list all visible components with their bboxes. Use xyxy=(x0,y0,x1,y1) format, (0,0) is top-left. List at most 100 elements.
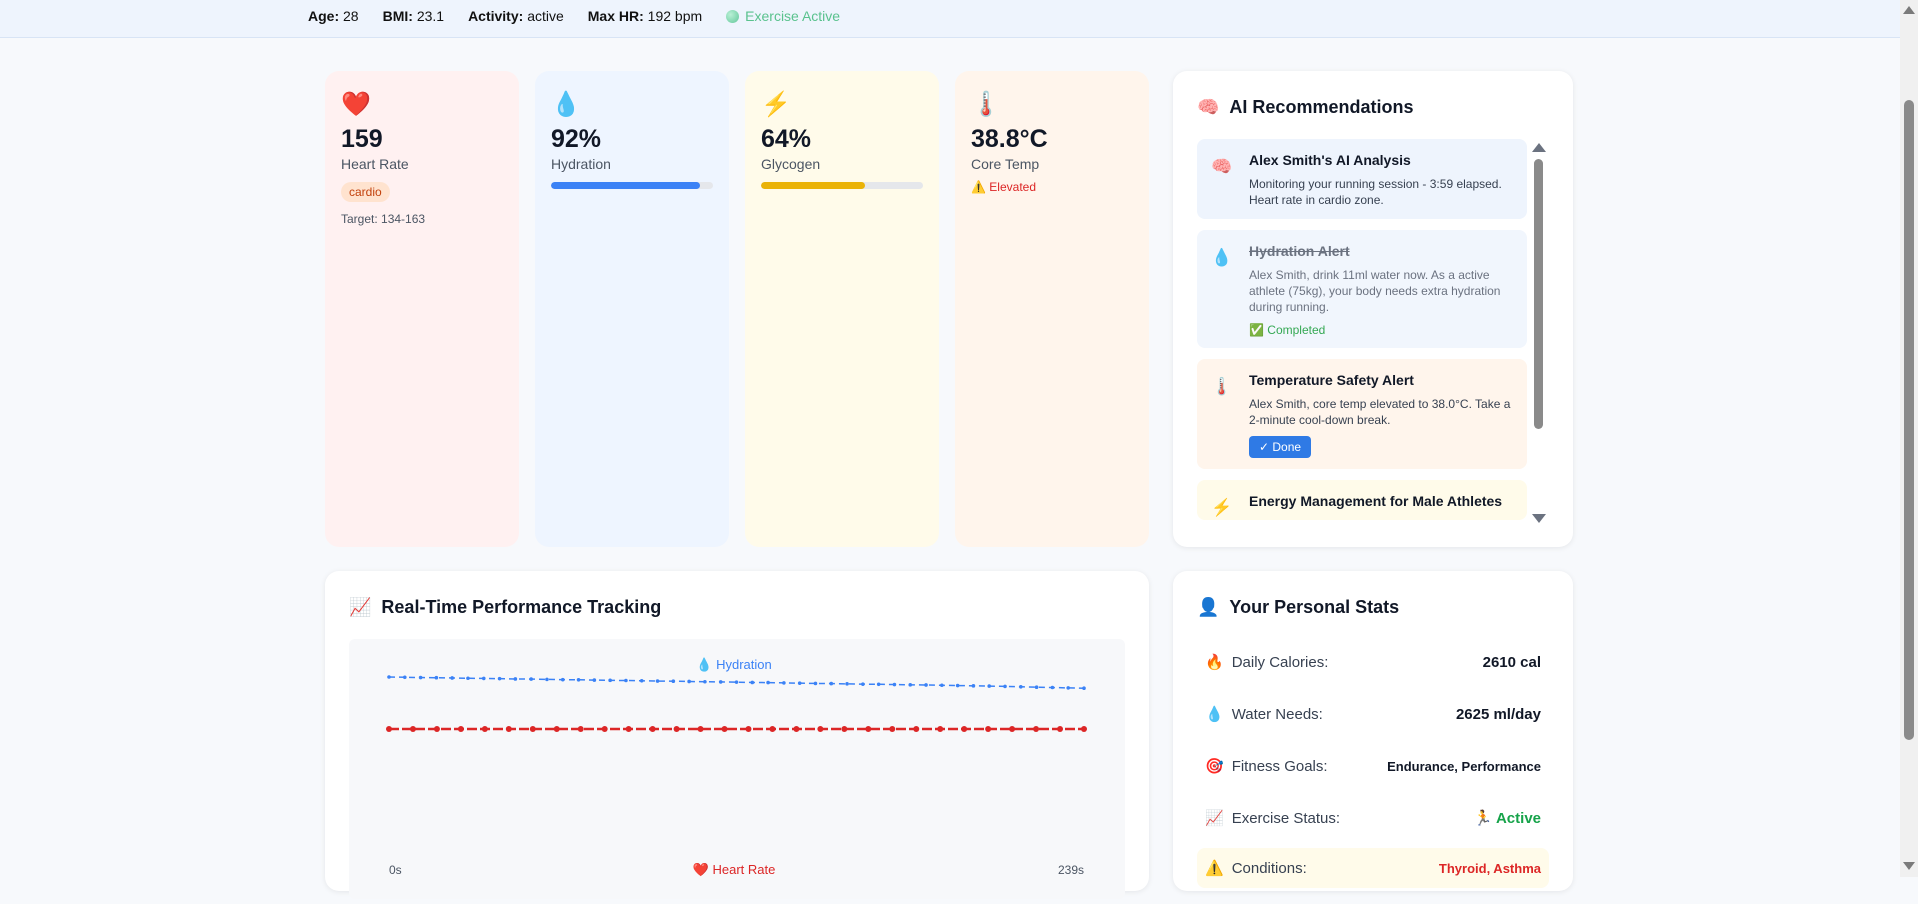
scroll-up-arrow-icon[interactable] xyxy=(1903,6,1915,14)
heart-rate-point xyxy=(937,726,944,732)
target-icon: 🎯 xyxy=(1205,758,1224,775)
heart-rate-point xyxy=(961,726,968,732)
heart-rate-point xyxy=(553,726,560,732)
glycogen-card: ⚡ 64% Glycogen xyxy=(745,71,939,547)
heart-rate-point xyxy=(1009,726,1016,732)
heart-rate-point xyxy=(577,726,584,732)
droplet-icon: 💧 xyxy=(1205,706,1224,723)
hydration-point xyxy=(529,677,533,681)
performance-panel-header: 📈 Real-Time Performance Tracking xyxy=(349,597,1125,618)
x-axis-start-label: 0s xyxy=(389,863,402,877)
hydration-point xyxy=(608,678,612,683)
checkmark-icon: ✅ xyxy=(1249,323,1264,337)
recommendation-title: Alex Smith's AI Analysis xyxy=(1249,152,1411,168)
profile-topbar: Age: 28 BMI: 23.1 Activity: active Max H… xyxy=(0,0,1900,38)
heart-rate-point xyxy=(457,726,464,732)
heart-rate-card: ❤️ 159 Heart Rate cardio Target: 134-163 xyxy=(325,71,519,547)
hydration-point xyxy=(861,682,865,686)
heart-rate-point xyxy=(1081,726,1087,732)
exercise-status-indicator: Exercise Active xyxy=(726,8,840,24)
performance-tracking-panel: 📈 Real-Time Performance Tracking 💧 Hydra… xyxy=(325,571,1149,899)
page-scroll-thumb[interactable] xyxy=(1904,100,1914,740)
scroll-thumb[interactable] xyxy=(1534,159,1543,429)
hydration-point xyxy=(560,677,565,682)
hydration-point xyxy=(845,682,849,686)
hydration-point xyxy=(1034,685,1039,690)
heart-rate-point xyxy=(625,726,632,732)
heart-zone-badge: cardio xyxy=(341,182,390,202)
stat-row-goals: 🎯 Fitness Goals: Endurance, Performance xyxy=(1205,757,1541,776)
performance-chart: 💧 Hydration 0s 239s ❤️ Heart Rate xyxy=(349,639,1125,899)
legend-heart-rate: ❤️ Heart Rate xyxy=(693,862,776,877)
hydration-point xyxy=(434,675,439,680)
recommendation-body: Monitoring your running session - 3:59 e… xyxy=(1249,177,1502,207)
heart-rate-point xyxy=(1057,726,1064,732)
heart-icon: ❤️ xyxy=(341,91,371,118)
brain-icon: 🧠 xyxy=(1211,157,1233,176)
hydration-point xyxy=(1082,686,1086,690)
hydration-point xyxy=(940,683,944,688)
lightning-icon: ⚡ xyxy=(761,91,791,118)
brain-icon: 🧠 xyxy=(1197,97,1220,117)
hydration-point xyxy=(908,683,913,687)
warning-icon: ⚠️ xyxy=(1205,860,1224,877)
hydration-point xyxy=(750,680,755,685)
scroll-up-arrow-icon[interactable] xyxy=(1532,143,1546,152)
age-stat: Age: 28 xyxy=(308,8,359,24)
heart-rate-point xyxy=(529,726,536,732)
fire-icon: 🔥 xyxy=(1205,654,1224,671)
stat-label: Fitness Goals: xyxy=(1231,757,1328,775)
hydration-point xyxy=(1019,685,1023,689)
chart-increasing-icon: 📈 xyxy=(1205,810,1224,827)
recommendation-scrollbar[interactable] xyxy=(1530,143,1548,523)
hydration-point xyxy=(576,678,581,682)
stat-value: Endurance, Performance xyxy=(1387,758,1541,774)
done-button[interactable]: ✓ Done xyxy=(1249,436,1312,458)
hydration-point xyxy=(687,679,691,684)
recommendation-list[interactable]: 🧠 Alex Smith's AI Analysis Monitoring yo… xyxy=(1197,139,1527,524)
recommendation-item: ⚡ Energy Management for Male Athletes xyxy=(1197,480,1527,520)
stat-value: 2625 ml/day xyxy=(1455,705,1541,723)
heart-rate-point xyxy=(889,726,896,732)
heart-rate-point xyxy=(601,726,608,732)
hydration-point xyxy=(782,681,786,685)
stat-label: Daily Calories: xyxy=(1231,653,1329,671)
stat-row-exercise: 📈 Exercise Status: 🏃 Active xyxy=(1205,809,1541,828)
hydration-value: 92% xyxy=(551,125,602,153)
hydration-point xyxy=(876,682,881,687)
heart-rate-point xyxy=(841,726,848,732)
glycogen-label: Glycogen xyxy=(761,156,821,172)
hydration-label: Hydration xyxy=(551,156,611,172)
hydration-point xyxy=(829,681,834,686)
heart-rate-value: 159 xyxy=(341,125,383,153)
scroll-down-arrow-icon[interactable] xyxy=(1903,862,1915,870)
ai-panel-header: 🧠 AI Recommendations xyxy=(1197,97,1549,118)
warning-icon: ⚠️ xyxy=(971,180,986,194)
core-temp-label: Core Temp xyxy=(971,156,1040,172)
hydration-point xyxy=(734,680,739,684)
status-dot-icon xyxy=(726,9,740,23)
stat-row-water: 💧 Water Needs: 2625 ml/day xyxy=(1205,705,1541,724)
heart-target-range: Target: 134-163 xyxy=(341,212,426,226)
hydration-point xyxy=(718,680,723,684)
hydration-point xyxy=(766,680,770,685)
page-scrollbar[interactable] xyxy=(1900,0,1918,877)
maxhr-stat: Max HR: 192 bpm xyxy=(587,8,703,24)
stat-label: Water Needs: xyxy=(1231,705,1323,723)
recommendation-title: Temperature Safety Alert xyxy=(1249,372,1414,388)
legend-hydration-label: Hydration xyxy=(716,657,772,672)
stat-row-conditions: ⚠️ Conditions: Thyroid, Asthma xyxy=(1205,859,1541,878)
heart-rate-point xyxy=(769,726,776,732)
hydration-point xyxy=(1066,686,1071,690)
hydration-point xyxy=(971,684,976,688)
heart-rate-label: Heart Rate xyxy=(341,156,409,172)
hydration-point xyxy=(797,681,802,685)
thermometer-icon: 🌡️ xyxy=(971,91,1001,118)
hydration-point xyxy=(639,678,644,683)
recommendation-item: 🧠 Alex Smith's AI Analysis Monitoring yo… xyxy=(1197,139,1527,219)
heart-rate-point xyxy=(913,726,920,732)
hydration-progress-fill xyxy=(551,182,701,189)
scroll-down-arrow-icon[interactable] xyxy=(1532,514,1546,523)
ai-panel-title: AI Recommendations xyxy=(1229,97,1414,117)
heart-rate-point xyxy=(745,726,752,732)
